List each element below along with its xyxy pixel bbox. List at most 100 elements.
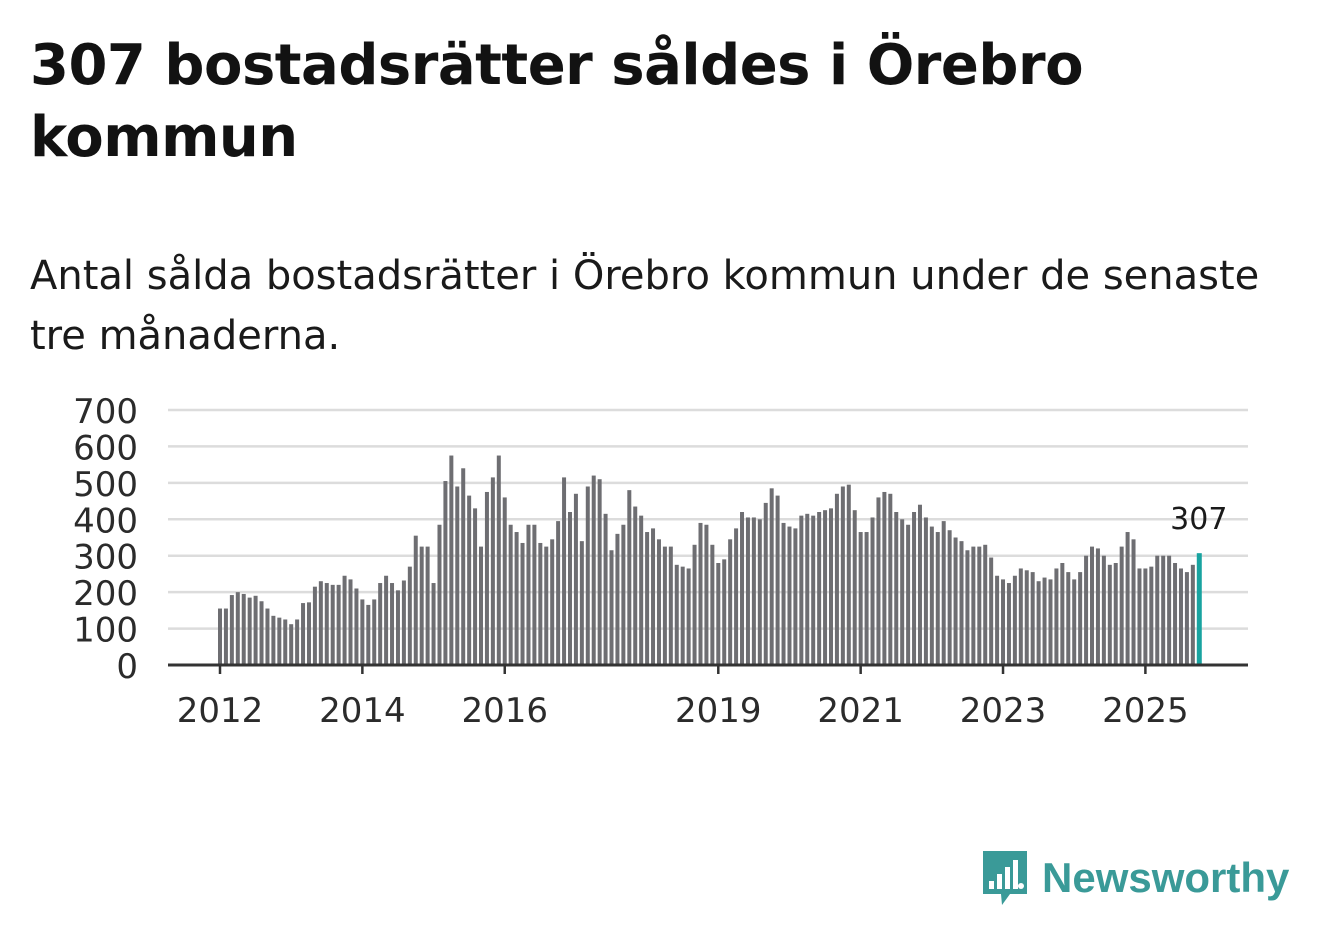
last-value-label: 307 (1170, 502, 1227, 537)
bar (1137, 568, 1142, 665)
bar-highlight (1196, 553, 1202, 665)
bar (846, 484, 851, 665)
bar (229, 595, 234, 665)
bar (947, 530, 952, 665)
bar (828, 508, 833, 665)
x-tick-label: 2019 (675, 691, 762, 731)
bar (318, 581, 323, 665)
x-tick-label: 2023 (960, 691, 1047, 731)
bar (609, 550, 614, 665)
bar (692, 544, 697, 665)
bar (271, 615, 276, 665)
bar (686, 568, 691, 665)
bar (342, 575, 347, 665)
bar (1149, 566, 1154, 665)
bar (556, 521, 561, 665)
y-tick-label: 700 (73, 392, 138, 432)
bar (745, 517, 750, 665)
bar (295, 619, 300, 665)
bar (235, 592, 240, 665)
bar (668, 546, 673, 665)
bar (502, 497, 507, 665)
bar (407, 566, 412, 665)
bar (1001, 579, 1006, 665)
bar (728, 539, 733, 665)
bar (378, 583, 383, 665)
bar (354, 588, 359, 665)
bar (1006, 583, 1011, 665)
bar (348, 579, 353, 665)
bar (799, 515, 804, 665)
bar (787, 526, 792, 665)
bar (917, 504, 922, 665)
bar (573, 493, 578, 665)
bar (923, 517, 928, 665)
bar (763, 502, 768, 665)
bar (306, 602, 311, 665)
bar (591, 475, 596, 665)
bar (817, 512, 822, 665)
bar (888, 493, 893, 665)
bar (864, 532, 869, 665)
bar (443, 481, 448, 665)
bar (1066, 572, 1071, 665)
bar (1184, 572, 1189, 665)
bar (995, 575, 1000, 665)
bar (983, 544, 988, 665)
bar (834, 493, 839, 665)
bar (360, 599, 365, 665)
bar (550, 539, 555, 665)
bar (277, 617, 282, 665)
bar (793, 528, 798, 665)
bar (223, 608, 228, 665)
bar (1107, 564, 1112, 665)
bar (775, 495, 780, 665)
bar (811, 515, 816, 665)
bar (395, 590, 400, 665)
bar (437, 524, 442, 665)
bar (603, 513, 608, 665)
bar (218, 608, 222, 665)
chart-subtitle: Antal sålda bostadsrätter i Örebro kommu… (30, 253, 1260, 359)
bar (1178, 568, 1183, 665)
bar (336, 584, 341, 665)
bar (1042, 577, 1047, 665)
bar (680, 566, 685, 665)
bar (710, 544, 715, 665)
y-tick-label: 500 (73, 465, 138, 505)
bar (449, 455, 454, 665)
bar (698, 522, 703, 665)
x-tick-label: 2012 (177, 691, 264, 731)
bar (1084, 555, 1089, 665)
x-tick-label: 2014 (319, 691, 406, 731)
bar (651, 528, 656, 665)
bar (906, 524, 911, 665)
bar (656, 539, 661, 665)
bar (1012, 575, 1017, 665)
bar (384, 575, 389, 665)
bar (704, 524, 709, 665)
bar (929, 526, 934, 665)
bar (431, 583, 436, 665)
bar (413, 535, 418, 665)
bar (852, 510, 857, 665)
bar (1173, 563, 1178, 665)
bar (840, 486, 845, 665)
bar (989, 557, 994, 665)
bar (419, 546, 424, 665)
y-tick-label: 100 (73, 611, 138, 651)
y-tick-label: 400 (73, 501, 138, 541)
bar (876, 497, 881, 665)
bar (1101, 555, 1106, 665)
newsworthy-logo-icon (983, 851, 1027, 905)
bar (639, 515, 644, 665)
bar (1095, 548, 1100, 665)
bar (1072, 579, 1077, 665)
bar (722, 559, 727, 665)
bar (935, 532, 940, 665)
bar (496, 455, 501, 665)
x-tick-label: 2016 (461, 691, 548, 731)
bar (1078, 572, 1083, 665)
bar (1125, 532, 1130, 665)
